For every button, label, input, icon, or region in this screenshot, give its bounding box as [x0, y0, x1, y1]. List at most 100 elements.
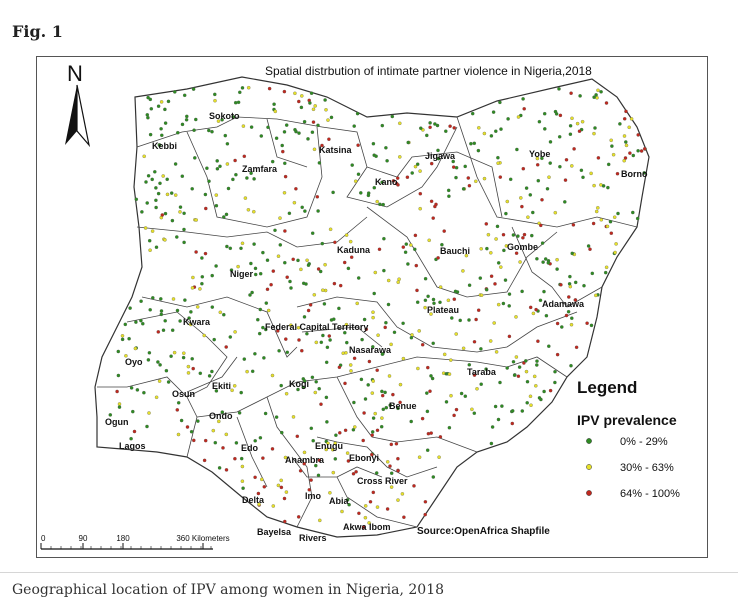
- survey-point: [166, 99, 171, 104]
- survey-point: [540, 198, 544, 202]
- survey-point: [169, 354, 173, 358]
- survey-point: [311, 438, 315, 443]
- survey-point: [375, 505, 380, 509]
- survey-point: [489, 134, 494, 138]
- survey-point: [296, 387, 300, 392]
- state-label: Osun: [172, 389, 195, 399]
- survey-point: [272, 102, 276, 106]
- survey-point: [306, 263, 311, 267]
- survey-point: [128, 306, 132, 310]
- survey-point: [467, 318, 471, 322]
- survey-point: [218, 164, 222, 169]
- survey-point: [282, 191, 287, 195]
- survey-point: [636, 133, 640, 137]
- survey-point: [438, 285, 443, 289]
- survey-point: [555, 267, 559, 271]
- survey-point: [591, 221, 596, 226]
- survey-point: [581, 175, 585, 180]
- survey-point: [388, 464, 392, 468]
- survey-point: [149, 107, 154, 111]
- survey-point: [124, 354, 128, 358]
- survey-point: [414, 263, 419, 268]
- survey-point: [605, 224, 610, 229]
- survey-point: [534, 307, 538, 312]
- survey-point: [548, 140, 553, 144]
- state-label: Lagos: [119, 441, 146, 451]
- survey-point: [242, 154, 247, 159]
- survey-point: [146, 358, 151, 362]
- survey-point: [258, 436, 263, 440]
- survey-point: [586, 244, 591, 248]
- survey-point: [363, 504, 368, 508]
- survey-point: [343, 330, 347, 335]
- survey-point: [213, 92, 217, 97]
- survey-point: [325, 345, 330, 350]
- survey-point: [217, 419, 221, 424]
- survey-point: [568, 132, 573, 136]
- survey-point: [389, 342, 393, 347]
- survey-point: [528, 193, 533, 197]
- survey-point: [389, 485, 394, 489]
- survey-point: [343, 428, 348, 433]
- survey-point: [367, 521, 371, 525]
- survey-point: [578, 94, 582, 98]
- state-label: Abia: [329, 496, 349, 506]
- survey-point: [512, 373, 517, 377]
- survey-point: [120, 334, 125, 338]
- survey-point: [351, 428, 356, 432]
- survey-point: [548, 388, 553, 393]
- legend-swatch: [586, 490, 592, 496]
- survey-point: [420, 342, 425, 347]
- survey-point: [233, 100, 238, 105]
- survey-point: [297, 99, 301, 104]
- survey-point: [472, 411, 477, 415]
- survey-point: [479, 347, 483, 351]
- survey-point: [129, 436, 133, 441]
- survey-point: [419, 126, 423, 130]
- survey-point: [499, 127, 503, 131]
- survey-point: [342, 260, 347, 265]
- survey-point: [405, 175, 410, 179]
- survey-point: [373, 270, 378, 275]
- survey-point: [173, 162, 178, 166]
- survey-point: [431, 216, 435, 220]
- state-label: Niger: [230, 269, 254, 279]
- survey-point: [154, 186, 158, 190]
- survey-point: [370, 433, 374, 437]
- survey-point: [117, 405, 122, 409]
- survey-point: [567, 295, 571, 299]
- survey-point: [180, 122, 185, 127]
- state-label: Borno: [621, 169, 648, 179]
- survey-point: [186, 371, 191, 375]
- survey-point: [505, 199, 510, 204]
- survey-point: [446, 298, 451, 303]
- survey-point: [493, 282, 497, 286]
- survey-point: [338, 283, 343, 288]
- legend: Legend IPV prevalence 0% - 29% 30% - 63% 6…: [577, 378, 680, 500]
- survey-point: [308, 101, 312, 105]
- survey-point: [370, 452, 374, 457]
- survey-point: [214, 203, 219, 208]
- survey-point: [310, 231, 315, 235]
- survey-point: [143, 226, 148, 230]
- survey-point: [511, 233, 516, 237]
- survey-point: [176, 401, 181, 405]
- survey-point: [289, 286, 293, 290]
- survey-point: [611, 152, 616, 157]
- survey-point: [302, 450, 307, 455]
- survey-point: [285, 350, 290, 355]
- survey-point: [596, 88, 600, 93]
- survey-point: [220, 118, 224, 122]
- survey-point: [314, 380, 318, 384]
- state-label: Nasarawa: [349, 345, 392, 355]
- survey-point: [322, 302, 327, 306]
- survey-point: [233, 158, 237, 163]
- survey-point: [196, 419, 200, 423]
- survey-point: [378, 202, 382, 207]
- survey-point: [153, 170, 157, 174]
- survey-point: [373, 411, 377, 416]
- survey-point: [383, 390, 387, 395]
- survey-point: [144, 180, 148, 184]
- survey-point: [553, 109, 558, 114]
- survey-point: [269, 282, 273, 287]
